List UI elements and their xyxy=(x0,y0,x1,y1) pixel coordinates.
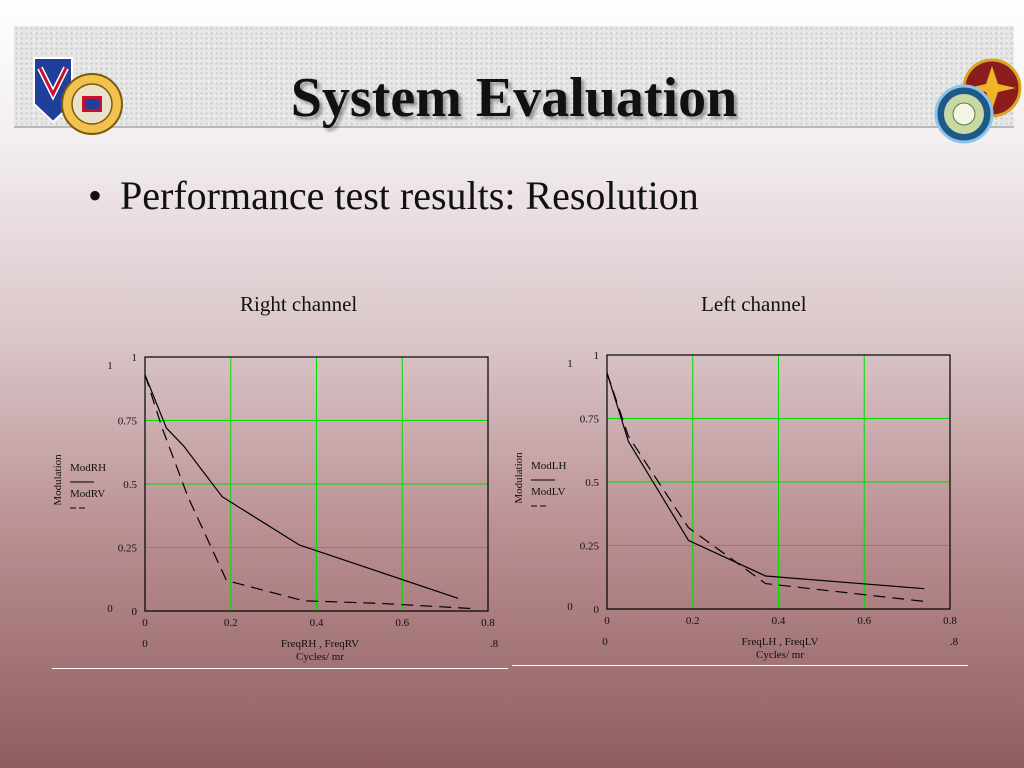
x-axis-units: Cycles/ mr xyxy=(296,651,344,663)
left-channel-title: Left channel xyxy=(701,292,807,316)
legend-bottom: ModLV xyxy=(531,486,565,498)
chart-right-rule xyxy=(52,668,508,669)
bullet-dot: • xyxy=(88,173,103,218)
series-modlv xyxy=(606,372,925,602)
y-axis-label: Modulation xyxy=(52,454,64,506)
page-title: System Evaluation xyxy=(290,67,738,129)
x-tick-label: 0.6 xyxy=(395,617,409,629)
header-banner: System Evaluation xyxy=(14,26,1022,144)
y-tick-label: 0.75 xyxy=(580,414,600,426)
legend-top: ModRH xyxy=(70,462,106,474)
army-materiel-command-logo xyxy=(33,57,123,135)
y-min-label: 0 xyxy=(567,601,573,613)
legend-bottom: ModRV xyxy=(70,488,105,500)
series-modrh xyxy=(144,374,459,599)
y-tick-label: 0.5 xyxy=(123,479,137,491)
right-channel-chart: 0 0.2 0.4 0.6 0.8 0 0.25 0.5 0.75 1 1 0 0 .8 Modu… xyxy=(52,352,499,663)
x-axis-label: FreqLH , FreqLV xyxy=(742,636,819,648)
x-tick-label: 0.8 xyxy=(481,617,495,629)
y-tick-label: 0.75 xyxy=(118,416,138,428)
x-tick-label: 0 xyxy=(604,615,610,627)
y-tick-label: 0 xyxy=(132,606,138,618)
x-tick-label: 0.6 xyxy=(857,615,871,627)
command-seals-logo xyxy=(934,58,1022,144)
right-channel-title: Right channel xyxy=(240,292,358,316)
y-min-label: 0 xyxy=(107,603,113,615)
series-modrv xyxy=(144,374,471,610)
x-axis-units: Cycles/ mr xyxy=(756,649,804,661)
x-max-label: .8 xyxy=(490,638,499,650)
x-tick-label: 0.2 xyxy=(686,615,700,627)
y-max-label: 1 xyxy=(567,358,573,370)
y-max-label: 1 xyxy=(107,360,113,372)
y-tick-label: 0.5 xyxy=(585,477,599,489)
y-tick-label: 1 xyxy=(132,352,138,364)
plot-frame xyxy=(144,356,489,612)
x-tick-label: 0.4 xyxy=(772,615,786,627)
x-tick-label: 0.4 xyxy=(310,617,324,629)
x-max-label: .8 xyxy=(950,636,959,648)
y-tick-label: 1 xyxy=(594,350,600,362)
x-axis-label: FreqRH , FreqRV xyxy=(281,638,359,650)
y-tick-label: 0 xyxy=(594,604,600,616)
y-tick-label: 0.25 xyxy=(580,541,600,553)
x-tick-label: 0 xyxy=(142,617,148,629)
bullet-text: Performance test results: Resolution xyxy=(120,173,699,218)
chart-left-rule xyxy=(512,665,968,666)
x-tick-label: 0.2 xyxy=(224,617,238,629)
bullet-item: • Performance test results: Resolution xyxy=(88,172,699,219)
series-modlh xyxy=(606,372,925,590)
y-axis-label: Modulation xyxy=(513,452,525,504)
x-tick-label: 0.8 xyxy=(943,615,957,627)
x-min-label: 0 xyxy=(602,636,608,648)
y-tick-label: 0.25 xyxy=(118,543,138,555)
legend-top: ModLH xyxy=(531,460,567,472)
plot-frame xyxy=(606,354,951,610)
x-min-label: 0 xyxy=(142,638,148,650)
left-channel-chart: 0 0.2 0.4 0.6 0.8 0 0.25 0.5 0.75 1 1 0 0 .8 Modu… xyxy=(513,350,959,661)
